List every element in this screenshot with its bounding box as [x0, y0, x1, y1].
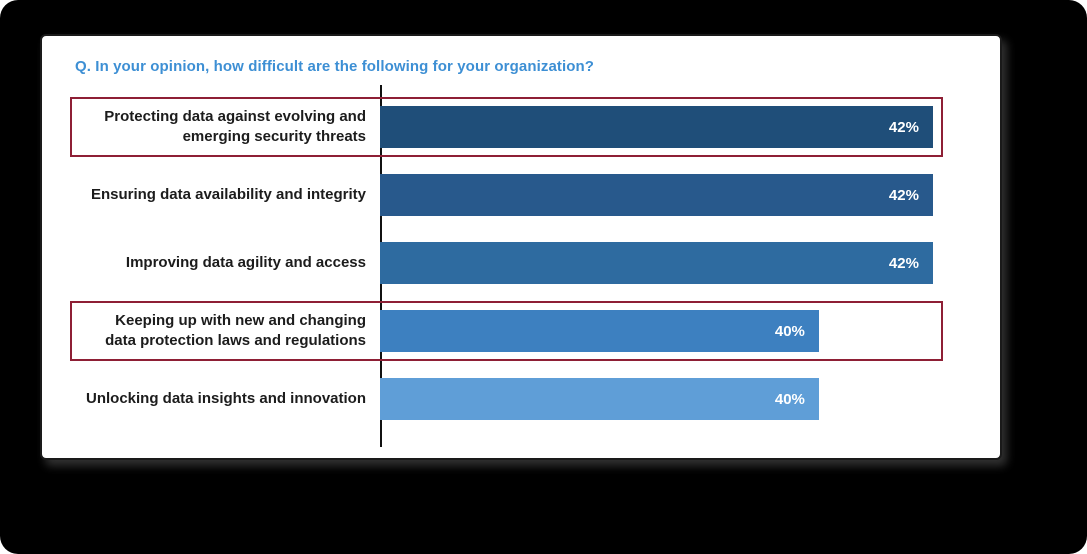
bar: 42% [380, 106, 933, 148]
chart-row: Ensuring data availability and integrity… [42, 161, 1000, 229]
chart-row: Unlocking data insights and innovation 40… [42, 365, 1000, 433]
bar-track: 42% [380, 174, 956, 216]
category-label: Keeping up with new and changing data pr… [105, 311, 366, 349]
category-label: Improving data agility and access [125, 253, 366, 271]
category-label: Unlocking data insights and innovation [86, 389, 367, 407]
bar-track: 42% [380, 242, 956, 284]
value-label: 42% [888, 118, 919, 136]
chart-row: Protecting data against evolving and eme… [42, 93, 1000, 161]
value-label: 40% [774, 390, 805, 408]
chart-card: Q. In your opinion, how difficult are th… [40, 34, 1002, 460]
chart-row: Keeping up with new and changing data pr… [42, 297, 1000, 365]
value-label: 42% [888, 186, 919, 204]
bar: 42% [380, 174, 933, 216]
bar-track: 40% [380, 378, 956, 420]
chart-row: Improving data agility and access 42% [42, 229, 1000, 297]
category-label: Protecting data against evolving and eme… [104, 107, 366, 145]
value-label: 40% [774, 322, 805, 340]
bar-track: 40% [380, 310, 956, 352]
bar-chart: Protecting data against evolving and eme… [42, 85, 1000, 447]
chart-rows: Protecting data against evolving and eme… [42, 93, 1000, 433]
value-label: 42% [888, 254, 919, 272]
bar: 40% [380, 310, 819, 352]
category-label: Ensuring data availability and integrity [90, 185, 366, 203]
bar: 42% [380, 242, 933, 284]
chart-title: Q. In your opinion, how difficult are th… [75, 58, 595, 75]
bar-track: 42% [380, 106, 956, 148]
bar: 40% [380, 378, 819, 420]
